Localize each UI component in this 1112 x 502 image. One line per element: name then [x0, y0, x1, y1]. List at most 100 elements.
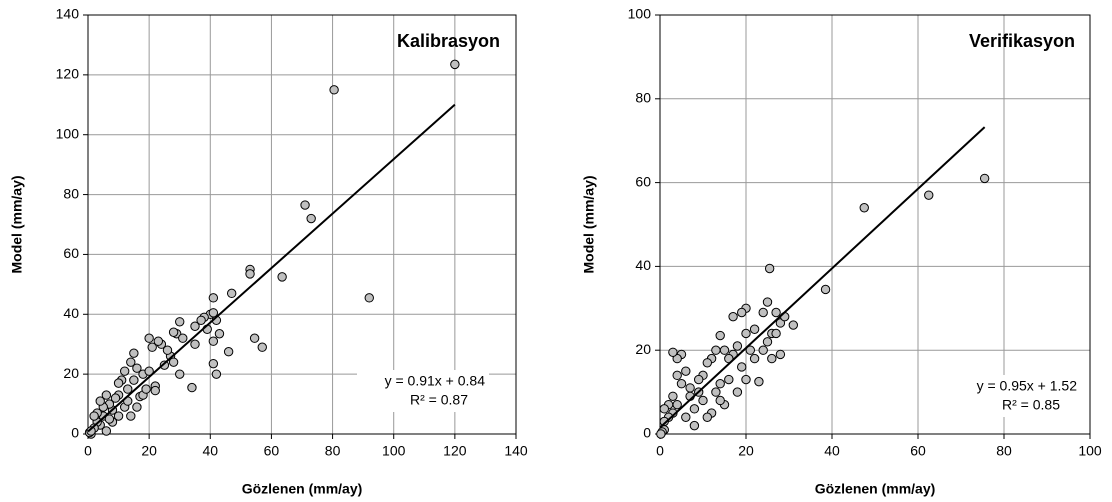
point [153, 336, 164, 346]
point [245, 269, 255, 279]
x-tick-label: 120 [443, 443, 467, 459]
x-tick-label: 20 [141, 443, 157, 459]
point [715, 379, 725, 389]
point [732, 341, 743, 351]
point [104, 414, 115, 424]
point [728, 311, 738, 322]
point [762, 337, 773, 347]
point [694, 374, 704, 385]
point [698, 395, 708, 406]
point [715, 395, 725, 406]
point [214, 329, 225, 339]
x-axis-label: Gözlenen (mm/ay) [815, 481, 936, 497]
point [129, 375, 139, 385]
y-tick-label: 40 [63, 305, 79, 321]
point [656, 429, 666, 439]
x-tick-label: 60 [264, 443, 280, 459]
point [141, 384, 151, 394]
point [702, 358, 712, 368]
point [101, 426, 112, 436]
point [208, 358, 219, 369]
y-tick-label: 80 [63, 185, 79, 201]
equation-box [949, 375, 1081, 417]
point [190, 321, 200, 331]
r-squared: R² = 0.85 [1002, 397, 1060, 413]
equation-box [357, 370, 489, 412]
point [702, 412, 712, 422]
point [745, 345, 755, 355]
point [737, 362, 747, 372]
point [711, 345, 721, 355]
point [741, 374, 751, 385]
point [737, 307, 747, 318]
point [300, 200, 310, 210]
point [208, 336, 219, 346]
point [715, 330, 725, 341]
point [724, 374, 734, 385]
x-tick-label: 80 [996, 443, 1012, 459]
point [187, 382, 197, 393]
trendline [87, 103, 456, 433]
x-tick-label: 100 [1078, 443, 1102, 459]
point [732, 387, 743, 397]
point [681, 412, 691, 422]
point [668, 347, 678, 357]
point [672, 399, 682, 410]
point [95, 396, 105, 406]
equation: y = 0.91x + 0.84 [385, 373, 486, 389]
chart-title: Kalibrasyon [397, 31, 500, 51]
point [175, 317, 185, 327]
point [689, 404, 700, 414]
y-tick-label: 100 [56, 125, 80, 141]
point [754, 376, 764, 387]
point [257, 342, 267, 352]
point [672, 370, 682, 381]
point [364, 293, 374, 303]
x-tick-label: 100 [382, 443, 406, 459]
point [689, 420, 700, 431]
x-tick-label: 80 [325, 443, 341, 459]
y-tick-label: 60 [635, 173, 651, 189]
point [132, 402, 142, 412]
point [126, 357, 136, 367]
point [676, 379, 687, 389]
point [159, 360, 170, 370]
point [685, 383, 695, 393]
point [113, 411, 124, 421]
point [659, 404, 669, 414]
point [86, 426, 96, 436]
point [132, 363, 142, 373]
chart-title: Verifikasyon [969, 31, 1075, 51]
x-tick-label: 40 [202, 443, 218, 459]
point [450, 59, 460, 70]
y-tick-label: 40 [635, 257, 651, 273]
point [226, 288, 237, 299]
point [749, 324, 760, 334]
point [820, 284, 831, 295]
point [788, 320, 798, 330]
y-tick-label: 0 [643, 425, 651, 441]
point [329, 85, 339, 95]
point [672, 353, 682, 364]
point [175, 369, 185, 379]
point [147, 342, 157, 352]
y-tick-label: 80 [635, 90, 651, 106]
point [775, 349, 786, 360]
point [168, 327, 179, 337]
point [277, 272, 287, 282]
point [762, 297, 773, 307]
point [771, 328, 781, 339]
point [749, 353, 760, 364]
point [178, 333, 188, 343]
point [89, 411, 99, 421]
point [110, 393, 121, 403]
point [979, 173, 990, 184]
point [129, 348, 139, 358]
y-tick-label: 120 [56, 66, 80, 82]
x-tick-label: 40 [824, 443, 840, 459]
point [190, 339, 200, 349]
point [196, 315, 206, 325]
y-axis-label: Model (mm/ay) [9, 175, 25, 273]
y-tick-label: 20 [63, 365, 79, 381]
